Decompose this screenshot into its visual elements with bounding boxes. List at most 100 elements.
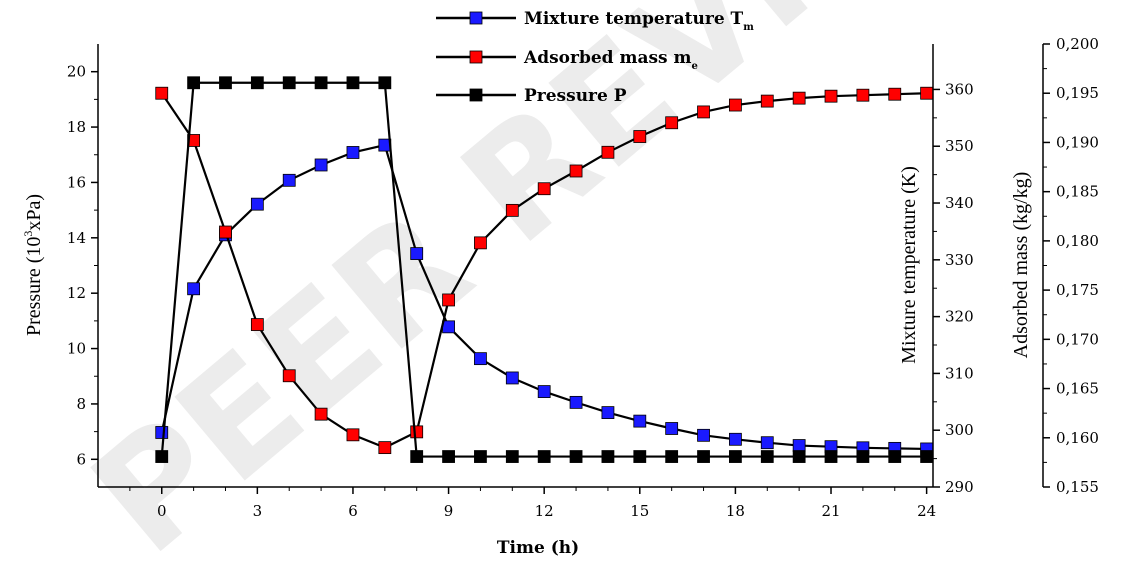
- x-tick-label: 9: [444, 502, 454, 520]
- x-tick-label: 0: [157, 502, 167, 520]
- right2-tick-label: 0,190: [1056, 133, 1099, 151]
- data-point: [537, 385, 551, 398]
- x-tick-label: 18: [726, 502, 745, 520]
- data-point: [697, 450, 710, 463]
- data-point: [760, 450, 774, 463]
- data-point: [282, 369, 296, 383]
- axes-layer: 0 3 6 9 12 15 18 21 24 6 8 10 12 14 16 18 20 290 300 310 320…: [67, 35, 1099, 520]
- x-tick-label: 6: [348, 502, 358, 520]
- data-point: [474, 236, 487, 250]
- data-point: [601, 145, 615, 159]
- data-point: [824, 89, 838, 103]
- series-layer: [155, 76, 934, 463]
- data-point: [920, 450, 934, 463]
- right1-tick-label: 340: [945, 194, 974, 212]
- right2-tick-label: 0,155: [1056, 478, 1099, 496]
- data-point: [474, 352, 487, 366]
- data-point: [697, 428, 710, 442]
- data-point: [442, 450, 455, 463]
- data-point: [729, 98, 742, 112]
- data-point: [442, 293, 455, 307]
- data-point: [442, 320, 455, 334]
- data-point: [665, 116, 679, 130]
- right2-tick-label: 0,195: [1056, 84, 1099, 102]
- series-1: [155, 86, 934, 455]
- data-point: [346, 146, 360, 159]
- data-point: [314, 158, 328, 172]
- legend-label: Adsorbed mass me: [523, 48, 698, 72]
- data-point: [888, 87, 902, 101]
- x-tick-label: 12: [535, 502, 554, 520]
- right2-tick-label: 0,175: [1056, 281, 1099, 299]
- data-point: [633, 130, 647, 143]
- data-point: [314, 407, 328, 421]
- right2-tick-label: 0,185: [1056, 183, 1099, 201]
- data-point: [187, 282, 201, 296]
- data-point: [792, 450, 806, 463]
- data-point: [601, 406, 615, 419]
- data-point: [314, 76, 328, 90]
- right2-tick-label: 0,170: [1056, 330, 1099, 348]
- data-point: [505, 203, 519, 217]
- data-point: [569, 164, 583, 178]
- legend: Mixture temperature Tm Adsorbed mass me Pr…: [436, 9, 754, 106]
- data-point: [219, 225, 232, 239]
- right1-tick-label: 320: [945, 308, 974, 326]
- right2-tick-label: 0,160: [1056, 429, 1099, 447]
- data-point: [155, 450, 169, 463]
- right1-tick-label: 360: [945, 80, 974, 98]
- data-point: [888, 450, 902, 463]
- data-point: [920, 86, 934, 100]
- left-tick-label: 10: [67, 340, 86, 358]
- right1-tick-label: 350: [945, 137, 974, 155]
- data-point: [378, 76, 392, 90]
- data-point: [505, 371, 519, 385]
- data-point: [410, 247, 424, 260]
- data-point: [155, 426, 169, 439]
- right2-tick-label: 0,200: [1056, 35, 1099, 53]
- legend-label: Mixture temperature Tm: [524, 9, 754, 33]
- left-tick-label: 8: [76, 395, 86, 413]
- data-point: [155, 86, 169, 100]
- data-point: [250, 318, 264, 331]
- legend-item: Mixture temperature Tm: [436, 9, 754, 33]
- data-point: [569, 450, 583, 463]
- data-point: [760, 94, 774, 108]
- legend-marker: [469, 50, 483, 64]
- x-tick-label: 15: [630, 502, 649, 520]
- data-point: [282, 76, 296, 90]
- left-axis-title: Pressure (103xPa): [21, 194, 45, 336]
- data-point: [760, 436, 774, 450]
- data-point: [474, 450, 487, 463]
- data-point: [633, 450, 647, 463]
- legend-item: Pressure P: [436, 86, 627, 106]
- series-2: [155, 76, 934, 463]
- x-tick-label: 3: [253, 502, 263, 520]
- legend-label: Pressure P: [524, 86, 627, 106]
- right2-tick-label: 0,180: [1056, 232, 1099, 250]
- data-point: [697, 105, 710, 119]
- data-point: [346, 76, 360, 90]
- data-point: [505, 450, 519, 463]
- data-point: [729, 432, 742, 446]
- right1-tick-label: 290: [945, 478, 974, 496]
- left-tick-label: 12: [67, 284, 86, 302]
- data-point: [250, 76, 264, 90]
- data-point: [410, 450, 424, 463]
- data-point: [633, 414, 647, 428]
- x-tick-label: 21: [821, 502, 840, 520]
- right1-tick-label: 330: [945, 251, 974, 269]
- right1-tick-label: 300: [945, 421, 974, 439]
- left-tick-label: 16: [67, 173, 86, 191]
- right-axis-1-title: Mixture temperature (K): [898, 166, 920, 364]
- right2-tick-label: 0,165: [1056, 380, 1099, 398]
- x-axis-title: Time (h): [497, 538, 579, 558]
- left-tick-label: 20: [67, 63, 86, 81]
- data-point: [665, 450, 679, 463]
- data-point: [792, 91, 806, 105]
- data-point: [665, 422, 679, 435]
- legend-item: Adsorbed mass me: [436, 48, 698, 72]
- left-tick-label: 18: [67, 118, 86, 136]
- data-point: [282, 173, 296, 187]
- right-axis-2-title: Adsorbed mass (kg/kg): [1010, 172, 1032, 359]
